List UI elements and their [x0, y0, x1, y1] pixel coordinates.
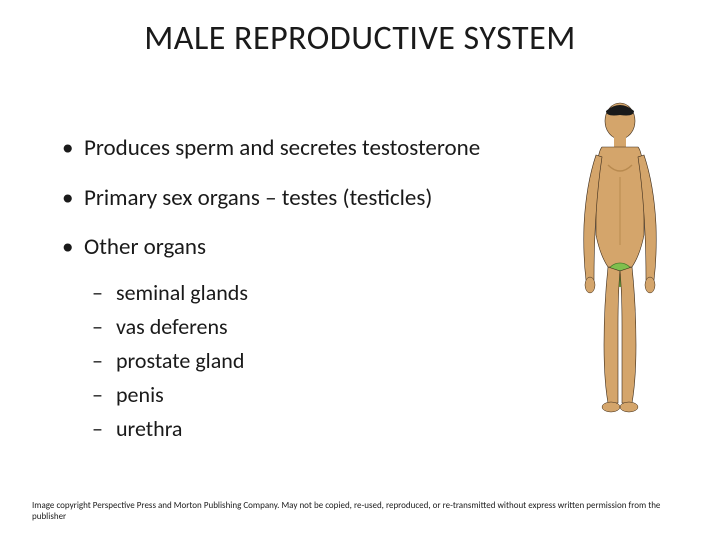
list-item: – seminal glands — [92, 276, 562, 310]
list-item: – prostate gland — [92, 344, 562, 378]
bullet-text: Produces sperm and secretes testosterone — [84, 135, 480, 163]
subbullet-text: prostate gland — [116, 344, 244, 378]
list-item: – urethra — [92, 412, 562, 446]
dash-marker: – — [92, 310, 116, 344]
list-item: • Produces sperm and secretes testostero… — [62, 135, 562, 163]
list-item: • Other organs — [62, 234, 562, 262]
dash-marker: – — [92, 276, 116, 310]
bullet-text: Primary sex organs – testes (testicles) — [84, 185, 432, 213]
list-item: • Primary sex organs – testes (testicles… — [62, 185, 562, 213]
anatomy-figure — [560, 95, 680, 415]
dash-marker: – — [92, 344, 116, 378]
slide-title: MALE REPRODUCTIVE SYSTEM — [0, 0, 720, 59]
sub-list: – seminal glands – vas deferens – prosta… — [92, 276, 562, 446]
list-item: – penis — [92, 378, 562, 412]
bullet-marker: • — [62, 135, 84, 163]
subbullet-text: penis — [116, 378, 164, 412]
bullet-marker: • — [62, 234, 84, 262]
subbullet-text: urethra — [116, 412, 182, 446]
bullet-marker: • — [62, 185, 84, 213]
copyright-notice: Image copyright Perspective Press and Mo… — [32, 500, 688, 523]
bullet-list: • Produces sperm and secretes testostero… — [62, 135, 562, 446]
subbullet-text: seminal glands — [116, 276, 248, 310]
subbullet-text: vas deferens — [116, 310, 228, 344]
dash-marker: – — [92, 412, 116, 446]
list-item: – vas deferens — [92, 310, 562, 344]
dash-marker: – — [92, 378, 116, 412]
bullet-text: Other organs — [84, 234, 206, 262]
